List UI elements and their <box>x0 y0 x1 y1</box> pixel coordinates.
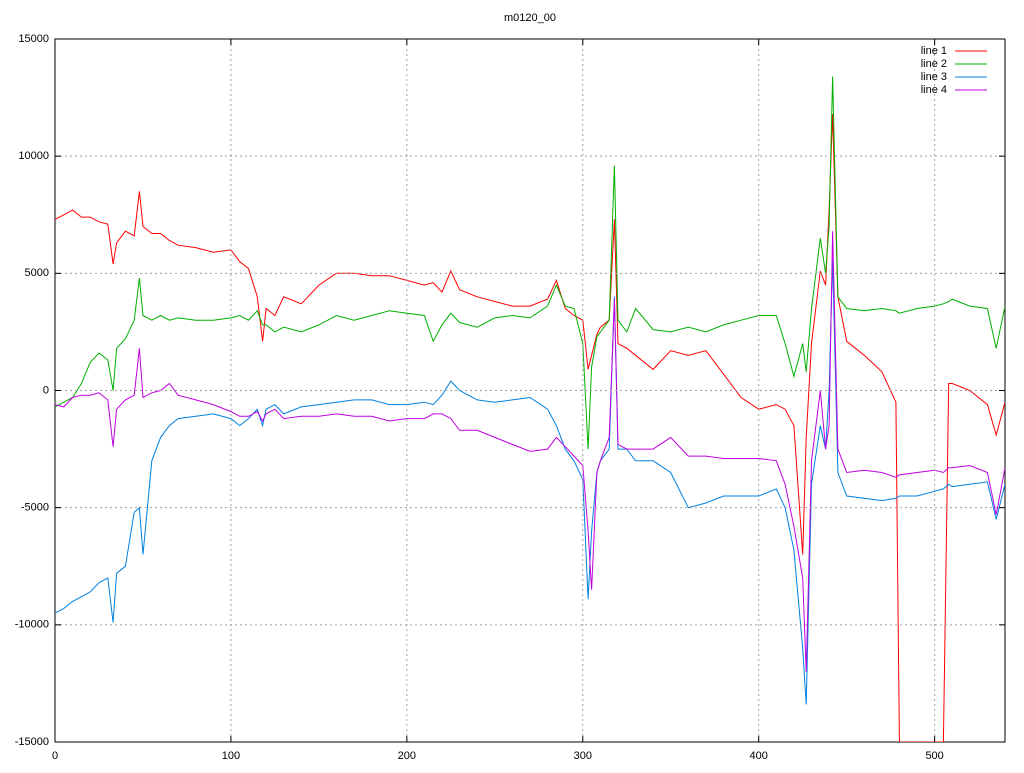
y-tick-label: -15000 <box>15 736 49 748</box>
x-tick-label: 400 <box>750 750 768 762</box>
data-line <box>55 76 1005 450</box>
chart-title: m0120_00 <box>504 12 556 24</box>
legend-label: line 1 <box>921 45 947 57</box>
x-tick-label: 0 <box>52 750 58 762</box>
y-tick-label: 10000 <box>18 150 49 162</box>
y-tick-label: 5000 <box>25 267 49 279</box>
legend-label: line 4 <box>921 84 947 96</box>
y-tick-label: 15000 <box>18 33 49 45</box>
plot-area <box>55 76 1005 742</box>
x-tick-label: 100 <box>222 750 240 762</box>
y-tick-label: -5000 <box>21 502 49 514</box>
legend-label: line 3 <box>921 71 947 83</box>
x-tick-label: 200 <box>398 750 416 762</box>
data-line <box>55 231 1005 672</box>
data-line <box>55 259 1005 705</box>
x-tick-label: 500 <box>925 750 943 762</box>
x-tick-label: 300 <box>574 750 592 762</box>
y-tick-label: 0 <box>43 384 49 396</box>
data-line <box>55 113 1005 742</box>
y-tick-label: -10000 <box>15 619 49 631</box>
legend-label: line 2 <box>921 58 947 70</box>
